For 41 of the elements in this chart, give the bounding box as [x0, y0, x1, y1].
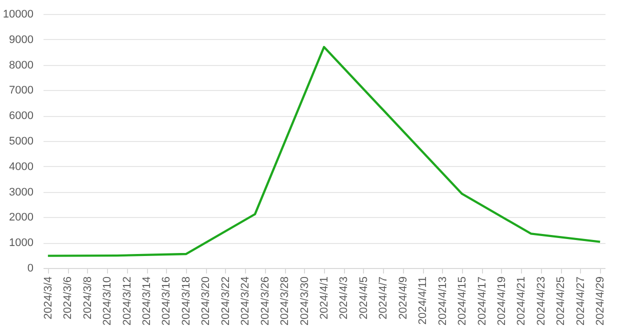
x-tick-label: 2024/3/10: [102, 276, 114, 326]
x-tick-label: 2024/3/12: [121, 276, 134, 326]
x-tick-label: 2024/4/3: [338, 276, 350, 320]
x-tick-label: 2024/4/1: [318, 276, 330, 320]
x-tick-label: 2024/3/8: [82, 276, 94, 320]
y-tick-label: 8000: [9, 59, 34, 72]
y-tick-label: 1000: [9, 237, 34, 250]
y-tick-label: 10000: [2, 8, 34, 20]
x-tick-label: 2024/4/15: [456, 276, 469, 326]
x-tick-label: 2024/3/18: [180, 276, 192, 326]
x-tick-label: 2024/4/9: [397, 276, 410, 320]
x-tick-label: 2024/4/7: [378, 276, 390, 320]
x-tick-label: 2024/4/5: [358, 276, 370, 320]
y-tick-label: 3000: [9, 186, 34, 198]
y-tick-label: 4000: [9, 160, 34, 173]
x-tick-label: 2024/4/19: [496, 276, 508, 326]
x-tick-label: 2024/3/20: [200, 276, 212, 326]
y-tick-label: 2000: [9, 212, 34, 224]
y-tick-label: 6000: [9, 110, 34, 122]
line-series: [46, 46, 602, 257]
x-tick-label: 2024/4/17: [476, 276, 488, 326]
y-tick-label: 5000: [9, 136, 34, 148]
x-tick-label: 2024/4/23: [535, 276, 548, 326]
x-tick-label: 2024/4/13: [436, 276, 449, 326]
y-tick-label: 9000: [9, 34, 34, 46]
y-tick-label: 7000: [9, 84, 34, 97]
x-tick-label: 2024/4/21: [516, 276, 528, 326]
x-tick-label: 2024/3/4: [42, 276, 54, 320]
x-tick-label: 2024/3/24: [240, 276, 252, 326]
x-tick-label: 2024/3/28: [279, 276, 292, 326]
y-tick-label: 0: [27, 262, 34, 274]
x-tick-label: 2024/4/25: [555, 276, 568, 326]
x-tick-label: 2024/4/11: [417, 276, 430, 325]
x-tick-label: 2024/3/30: [298, 276, 311, 326]
x-tick-label: 2024/3/6: [62, 276, 74, 320]
x-tick-label: 2024/4/29: [594, 276, 607, 326]
x-tick-label: 2024/3/26: [259, 276, 272, 326]
x-tick-label: 2024/3/22: [220, 276, 232, 326]
x-tick-label: 2024/4/27: [574, 276, 587, 326]
x-tick-label: 2024/3/16: [160, 276, 173, 326]
x-tick-label: 2024/3/14: [141, 276, 154, 326]
